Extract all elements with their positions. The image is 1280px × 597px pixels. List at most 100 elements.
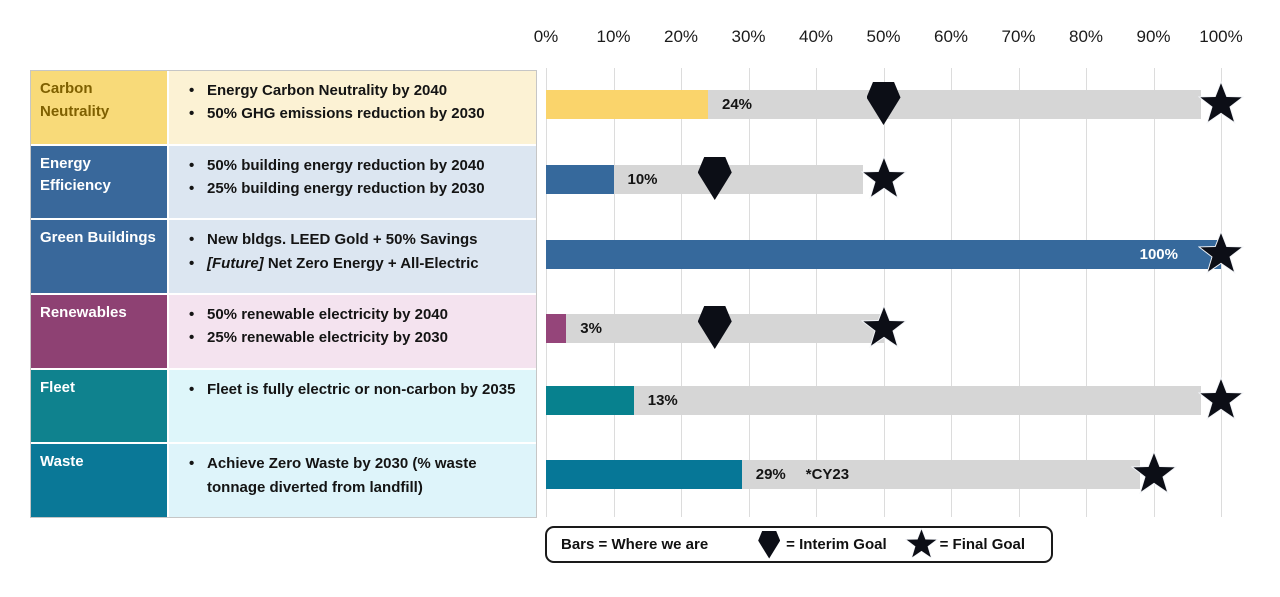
axis-tick-label: 90% [1136,27,1171,46]
star-icon [904,528,938,561]
goal-bullet: 50% renewable electricity by 2040 [169,303,528,327]
axis-tick-label: 0% [533,27,559,46]
goal-bullet-list: Achieve Zero Waste by 2030 (% waste tonn… [169,452,528,499]
goal-bullet-list: 50% renewable electricity by 2040 25% ren… [169,303,528,350]
progress-value-label: 3% [580,320,602,337]
interim-goal-marker [697,306,732,349]
category-goals-carbon-neutrality: Energy Carbon Neutrality by 2040 50% GHG … [169,71,536,144]
progress-track-fleet [546,386,1201,415]
axis-tick-label: 20% [663,27,699,46]
legend: Bars = Where we are = Interim Goal = Fin… [545,526,1053,563]
table-row-energy-efficiency: Energy Efficiency50% building energy red… [31,145,536,219]
progress-bar-green-buildings [546,240,1221,269]
goal-bullet-list: 50% building energy reduction by 2040 25%… [169,154,528,201]
gridline [546,68,547,517]
axis-tick-label: 50% [866,27,901,46]
progress-value-label: 10% [627,171,658,188]
progress-bar-waste [546,460,742,489]
goal-bullet: 25% building energy reduction by 2030 [169,177,528,201]
axis-tick-label: 10% [596,27,631,46]
final-goal-marker [1197,230,1245,282]
final-goal-marker [860,304,907,356]
final-goal-marker [1130,450,1177,502]
legend-final-label: = Final Goal [939,536,1026,553]
star-icon [860,304,907,348]
progress-value-label: 100% [1139,246,1178,263]
gridline [681,68,682,517]
goal-bullet: 50% GHG emissions reduction by 2030 [169,102,528,126]
category-header-waste: Waste [31,444,167,518]
category-header-energy-efficiency: Energy Efficiency [31,145,167,219]
gridline [1221,68,1222,517]
star-icon [1197,376,1245,420]
goal-text: 50% GHG emissions reduction by 2030 [207,105,485,123]
goal-text: Fleet is fully electric or non-carbon by… [207,380,516,398]
progress-note-label: *CY23 [805,466,850,483]
gridline [748,68,750,517]
goal-text: [Future] [207,254,264,272]
goal-bullet-list: Fleet is fully electric or non-carbon by… [169,378,528,402]
goal-text: Achieve Zero Waste by 2030 (% waste tonn… [207,455,477,496]
gridline [1086,68,1087,517]
progress-bar-renewables [546,314,567,343]
gridline [1153,68,1155,517]
category-goals-energy-efficiency: 50% building energy reduction by 2040 25%… [169,145,536,219]
legend-bars-label: Bars = Where we are [561,536,709,553]
goal-bullet: Achieve Zero Waste by 2030 (% waste tonn… [169,452,528,499]
category-header-carbon-neutrality: Carbon Neutrality [31,71,167,144]
star-icon [860,155,907,199]
final-goal-marker [1197,376,1245,428]
pentagon-down-icon [758,530,781,559]
star-icon [1197,230,1245,274]
axis-tick-label: 40% [798,27,834,46]
goal-bullet: Energy Carbon Neutrality by 2040 [169,79,528,103]
goal-text: 50% building energy reduction by 2040 [207,156,485,174]
gridline [1018,68,1020,517]
goal-bullet: 25% renewable electricity by 2030 [169,326,528,350]
goal-bullet: New bldgs. LEED Gold + 50% Savings [169,228,528,252]
star-icon [1197,80,1245,124]
progress-value-label: 29% [755,466,786,483]
interim-goal-marker [866,82,901,125]
table-row-green-buildings: Green BuildingsNew bldgs. LEED Gold + 50… [31,220,536,294]
interim-goal-marker [697,157,732,200]
table-row-carbon-neutrality: Carbon NeutralityEnergy Carbon Neutralit… [31,71,536,144]
goal-text: Energy Carbon Neutrality by 2040 [207,82,448,99]
gridline [883,68,885,517]
gridline [816,68,817,517]
progress-bar-fleet [546,386,634,415]
goal-text: New bldgs. LEED Gold + 50% Savings [207,231,478,249]
final-goal-marker [1197,80,1245,132]
pentagon-down-icon [866,82,901,125]
x-axis: 0% 10% 20% 30% 40% 50% 60% 70% 80% 90% 100% [534,27,1243,51]
final-goal-marker [860,155,907,207]
category-goals-fleet: Fleet is fully electric or non-carbon by… [169,369,536,443]
goals-table: Carbon NeutralityEnergy Carbon Neutralit… [30,70,537,518]
category-header-green-buildings: Green Buildings [31,220,167,294]
axis-tick-label: 70% [1001,27,1036,46]
progress-bar-carbon-neutrality [546,90,708,119]
gridline [951,68,952,517]
legend-interim-label: = Interim Goal [786,536,887,553]
goal-bullet: Fleet is fully electric or non-carbon by… [169,378,528,402]
table-row-renewables: Renewables50% renewable electricity by 2… [31,295,536,368]
table-row-waste: Waste Achieve Zero Waste by 2030 (% waste… [31,444,536,518]
progress-value-label: 13% [647,392,678,409]
category-header-renewables: Renewables [31,295,167,368]
goal-bullet: 50% building energy reduction by 2040 [169,154,528,178]
pentagon-down-icon [697,306,732,349]
goal-bullet: [Future] Net Zero Energy + All-Electric [169,252,528,276]
goal-text: Net Zero Energy + All-Electric [263,254,479,272]
progress-bar-energy-efficiency [546,165,614,194]
category-header-fleet: Fleet [31,369,167,443]
pentagon-down-icon [697,157,732,200]
category-goals-renewables: 50% renewable electricity by 2040 25% ren… [169,295,536,368]
goal-bullet-list: New bldgs. LEED Gold + 50% Savings [Futur… [169,228,528,275]
star-icon [904,528,938,559]
goal-text: 25% renewable electricity by 2030 [207,329,448,347]
category-goals-green-buildings: New bldgs. LEED Gold + 50% Savings [Futur… [169,220,536,294]
progress-value-label: 24% [722,96,753,113]
category-goals-waste: Achieve Zero Waste by 2030 (% waste tonn… [169,444,536,518]
gridline [613,68,615,517]
